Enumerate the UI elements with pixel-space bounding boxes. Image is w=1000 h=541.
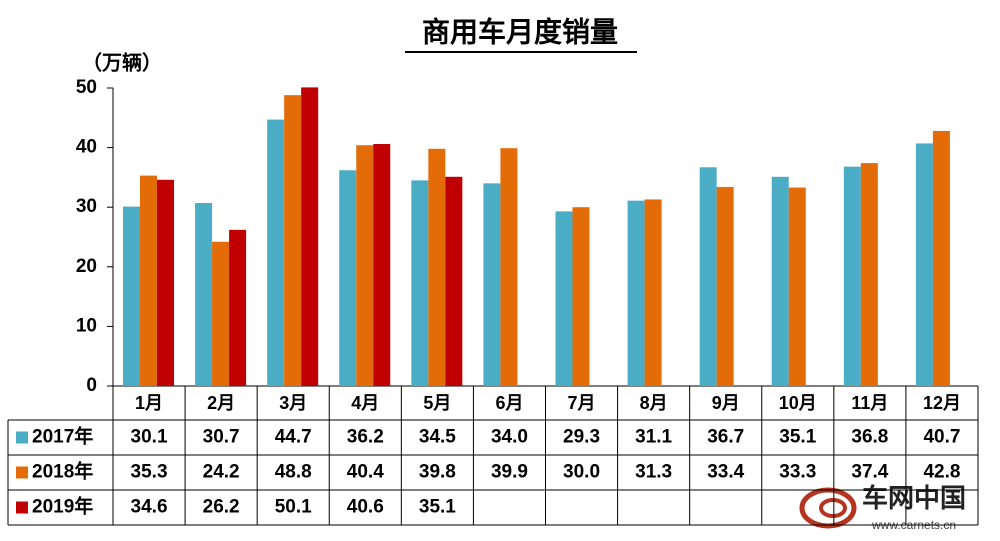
table-value: 24.2 bbox=[203, 462, 240, 483]
x-tick-label: 5月 bbox=[423, 393, 451, 413]
bar bbox=[644, 199, 662, 386]
table-value: 31.3 bbox=[635, 462, 672, 483]
table-value: 33.4 bbox=[707, 462, 744, 483]
bar bbox=[428, 148, 446, 386]
bar bbox=[445, 176, 463, 386]
table-value: 40.6 bbox=[347, 497, 384, 518]
legend-swatch bbox=[16, 466, 28, 479]
table-value: 35.1 bbox=[419, 497, 456, 518]
table-value: 44.7 bbox=[275, 427, 312, 448]
bar bbox=[483, 183, 501, 386]
bar bbox=[140, 175, 157, 386]
bar bbox=[157, 179, 174, 386]
table-value: 48.8 bbox=[275, 462, 312, 483]
bar bbox=[860, 163, 878, 386]
bar bbox=[284, 95, 302, 386]
legend-label: 2018年 bbox=[32, 460, 93, 483]
legend-label: 2017年 bbox=[32, 425, 93, 448]
bar bbox=[843, 166, 861, 386]
x-tick-label: 4月 bbox=[351, 393, 379, 413]
bar bbox=[572, 207, 590, 386]
table-value: 34.6 bbox=[131, 497, 168, 518]
bar bbox=[555, 211, 573, 386]
bar bbox=[339, 170, 357, 386]
x-tick-label: 1月 bbox=[135, 393, 163, 413]
x-tick-label: 6月 bbox=[495, 393, 523, 413]
bar bbox=[301, 87, 319, 387]
bar bbox=[627, 200, 645, 386]
table-value: 36.2 bbox=[347, 427, 384, 448]
table-value: 35.3 bbox=[131, 462, 168, 483]
x-tick-label: 12月 bbox=[923, 393, 961, 413]
y-tick-label: 30 bbox=[76, 196, 97, 217]
table-value: 34.0 bbox=[491, 427, 528, 448]
bar bbox=[411, 180, 429, 386]
bar bbox=[932, 130, 950, 386]
y-tick-label: 20 bbox=[76, 256, 97, 277]
table-value: 39.8 bbox=[419, 462, 456, 483]
bar bbox=[229, 229, 247, 386]
bar bbox=[788, 187, 806, 386]
legend-label: 2019年 bbox=[32, 495, 93, 518]
table-value: 30.7 bbox=[203, 427, 240, 448]
table-value: 50.1 bbox=[275, 497, 312, 518]
bar bbox=[771, 176, 789, 386]
x-tick-label: 11月 bbox=[851, 393, 888, 413]
table-value: 36.8 bbox=[851, 427, 888, 448]
bar bbox=[373, 144, 391, 386]
table-value: 35.1 bbox=[779, 427, 816, 448]
bar bbox=[915, 143, 933, 386]
bar bbox=[212, 241, 230, 386]
watermark-brand: 车网中国 bbox=[862, 483, 966, 513]
y-axis-label: （万辆） bbox=[82, 50, 162, 74]
x-tick-label: 9月 bbox=[712, 393, 740, 413]
bar bbox=[195, 203, 213, 386]
table-value: 42.8 bbox=[923, 462, 960, 483]
table-value: 40.7 bbox=[923, 427, 960, 448]
table-value: 34.5 bbox=[419, 427, 456, 448]
table-value: 29.3 bbox=[563, 427, 600, 448]
bar bbox=[699, 167, 717, 386]
table-value: 30.0 bbox=[563, 462, 600, 483]
bar bbox=[123, 206, 140, 386]
table-value: 26.2 bbox=[203, 497, 240, 518]
legend-swatch bbox=[16, 431, 28, 444]
y-tick-label: 40 bbox=[76, 137, 97, 158]
x-tick-label: 2月 bbox=[207, 393, 235, 413]
legend-swatch bbox=[16, 501, 28, 514]
table-value: 36.7 bbox=[707, 427, 744, 448]
y-tick-label: 50 bbox=[76, 77, 97, 98]
table-value: 39.9 bbox=[491, 462, 528, 483]
x-tick-label: 8月 bbox=[640, 393, 668, 413]
table-value: 33.3 bbox=[779, 462, 816, 483]
bar bbox=[716, 186, 734, 386]
bar bbox=[267, 119, 285, 386]
table-value: 30.1 bbox=[131, 427, 168, 448]
x-tick-label: 7月 bbox=[568, 393, 596, 413]
table-value: 31.1 bbox=[635, 427, 672, 448]
bar bbox=[356, 145, 374, 386]
bar bbox=[500, 148, 518, 386]
y-tick-label: 10 bbox=[76, 315, 97, 336]
table-value: 40.4 bbox=[347, 462, 384, 483]
chart-title: 商用车月度销量 bbox=[422, 15, 618, 47]
y-tick-label: 0 bbox=[86, 375, 97, 396]
table-value: 37.4 bbox=[851, 462, 888, 483]
x-tick-label: 10月 bbox=[779, 393, 817, 413]
x-tick-label: 3月 bbox=[279, 393, 307, 413]
watermark-logo bbox=[799, 487, 857, 529]
